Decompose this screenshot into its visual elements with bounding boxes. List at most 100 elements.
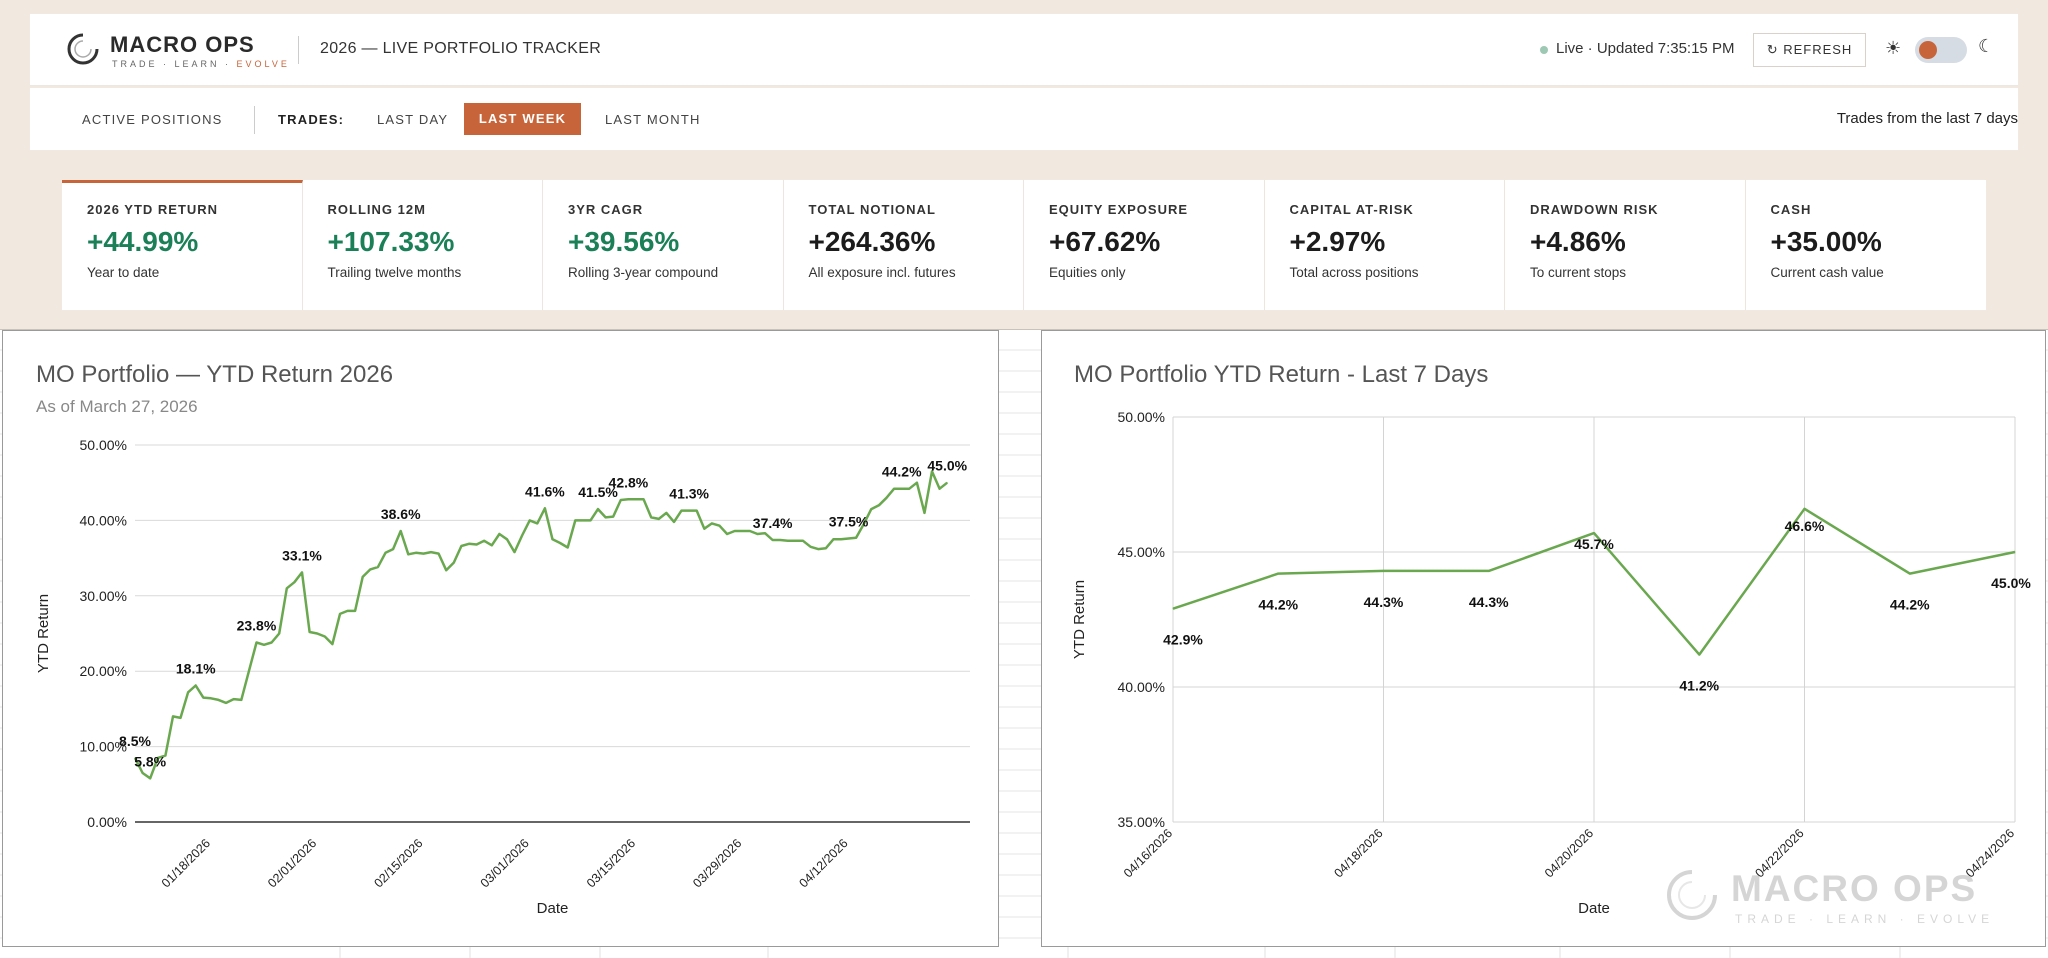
data-label: 37.4%: [753, 515, 793, 531]
data-point: [681, 510, 683, 512]
data-label: 46.6%: [1785, 518, 1825, 534]
x-axis-label: Date: [1578, 900, 1610, 917]
week-chart-panel[interactable]: MO Portfolio YTD Return - Last 7 Days 35…: [1041, 330, 2046, 947]
data-point: [711, 522, 713, 524]
data-point: [779, 539, 781, 541]
kpi-label: 3YR CAGR: [568, 202, 644, 217]
data-point: [316, 633, 318, 634]
series-line-ytd: [133, 470, 948, 780]
kpi-3yr-cagr[interactable]: 3YR CAGR +39.56% Rolling 3-year compound: [543, 180, 784, 310]
kpi-sub: Total across positions: [1289, 265, 1419, 280]
kpi-drawdown-risk[interactable]: DRAWDOWN RISK +4.86% To current stops: [1505, 180, 1746, 310]
kpi-value: +44.99%: [87, 226, 199, 257]
data-point: [354, 610, 356, 612]
data-point: [893, 488, 895, 490]
macro-ops-watermark: MACRO OPS TRADE · LEARN · EVOLVE: [1665, 868, 2005, 928]
data-point: [392, 548, 394, 550]
kpi-label: EQUITY EXPOSURE: [1049, 202, 1189, 217]
data-point: [946, 482, 948, 484]
kpi-sub: Current cash value: [1770, 265, 1884, 280]
data-point: [726, 533, 728, 535]
data-point: [1172, 608, 1174, 610]
refresh-button[interactable]: ↻ REFRESH: [1753, 33, 1866, 67]
data-point: [324, 636, 326, 638]
data-point: [658, 518, 660, 520]
data-point: [180, 717, 182, 719]
data-point: [635, 498, 637, 500]
data-label: 41.2%: [1679, 678, 1719, 694]
kpi-label: CAPITAL AT-RISK: [1289, 202, 1414, 217]
kpi-ytd-return[interactable]: 2026 YTD RETURN +44.99% Year to date: [62, 180, 303, 310]
x-axis-label: Date: [537, 900, 569, 917]
data-point: [794, 540, 796, 542]
data-point: [939, 488, 941, 490]
data-point: [1698, 654, 1700, 656]
kpi-value: +39.56%: [568, 226, 680, 257]
data-label: 44.2%: [1258, 597, 1298, 613]
data-point: [453, 562, 455, 564]
data-point: [544, 507, 546, 509]
app-title: 2026 — LIVE PORTFOLIO TRACKER: [320, 40, 602, 57]
logo-ring-icon: [67, 33, 99, 65]
data-point: [605, 516, 607, 518]
data-label: 42.8%: [609, 474, 649, 490]
data-label: 5.8%: [134, 753, 166, 769]
data-point: [1804, 508, 1805, 510]
data-point: [817, 548, 819, 550]
data-point: [415, 552, 417, 554]
data-point: [825, 547, 827, 549]
data-point: [756, 533, 758, 535]
data-point: [665, 512, 667, 514]
kpi-cash[interactable]: CASH +35.00% Current cash value: [1746, 180, 1987, 310]
kpi-total-notional[interactable]: TOTAL NOTIONAL +264.36% All exposure inc…: [784, 180, 1024, 310]
data-point: [589, 519, 591, 521]
y-tick-label: 30.00%: [80, 588, 127, 604]
kpi-sub: Year to date: [87, 265, 160, 280]
theme-toggle[interactable]: [1915, 37, 1967, 63]
data-point: [582, 519, 584, 521]
data-point: [331, 643, 333, 645]
x-tick-label: 04/16/2026: [1121, 826, 1175, 880]
data-point: [521, 534, 523, 536]
tab-last-day[interactable]: LAST DAY: [377, 112, 449, 127]
kpi-label: TOTAL NOTIONAL: [808, 202, 936, 217]
kpi-value: +4.86%: [1530, 226, 1626, 257]
data-point: [567, 547, 569, 549]
kpi-capital-at-risk[interactable]: CAPITAL AT-RISK +2.97% Total across posi…: [1265, 180, 1505, 310]
kpi-value: +2.97%: [1289, 226, 1386, 257]
data-point: [764, 532, 766, 534]
data-point: [164, 755, 166, 757]
kpi-equity-exposure[interactable]: EQUITY EXPOSURE +67.62% Equities only: [1024, 180, 1265, 310]
data-point: [187, 691, 189, 693]
x-tick-label: 02/01/2026: [265, 836, 319, 890]
data-point: [886, 497, 887, 499]
data-point: [445, 569, 447, 571]
data-label: 42.9%: [1163, 632, 1203, 648]
toggle-knob: [1919, 41, 1937, 59]
data-point: [369, 568, 371, 570]
ytd-chart-panel[interactable]: MO Portfolio — YTD Return 2026 As of Mar…: [2, 330, 999, 947]
data-point: [855, 537, 857, 539]
kpi-rolling-12m[interactable]: ROLLING 12M +107.33% Trailing twelve mon…: [303, 180, 543, 310]
tab-active-positions[interactable]: ACTIVE POSITIONS: [82, 112, 223, 127]
live-status-dot-icon: [1540, 46, 1548, 54]
data-point: [901, 488, 903, 490]
tab-last-month[interactable]: LAST MONTH: [605, 112, 701, 127]
macro-ops-logo[interactable]: MACRO OPS TRADE · LEARN · EVOLVE: [66, 30, 287, 74]
kpi-sub: Equities only: [1049, 265, 1126, 280]
data-point: [225, 702, 227, 704]
tab-last-week[interactable]: LAST WEEK: [464, 103, 581, 135]
chart-title: MO Portfolio YTD Return - Last 7 Days: [1074, 361, 1489, 388]
kpi-value: +35.00%: [1770, 226, 1882, 257]
kpi-label: ROLLING 12M: [327, 202, 426, 217]
x-tick-label: 04/20/2026: [1542, 826, 1596, 880]
kpi-label: 2026 YTD RETURN: [87, 202, 219, 217]
data-label: 44.3%: [1469, 594, 1509, 610]
kpi-value: +107.33%: [327, 226, 455, 257]
y-tick-label: 40.00%: [1118, 679, 1165, 695]
data-point: [536, 522, 538, 524]
nav-divider: [254, 106, 255, 134]
data-point: [643, 498, 645, 500]
data-point: [620, 499, 622, 501]
data-point: [157, 757, 159, 759]
